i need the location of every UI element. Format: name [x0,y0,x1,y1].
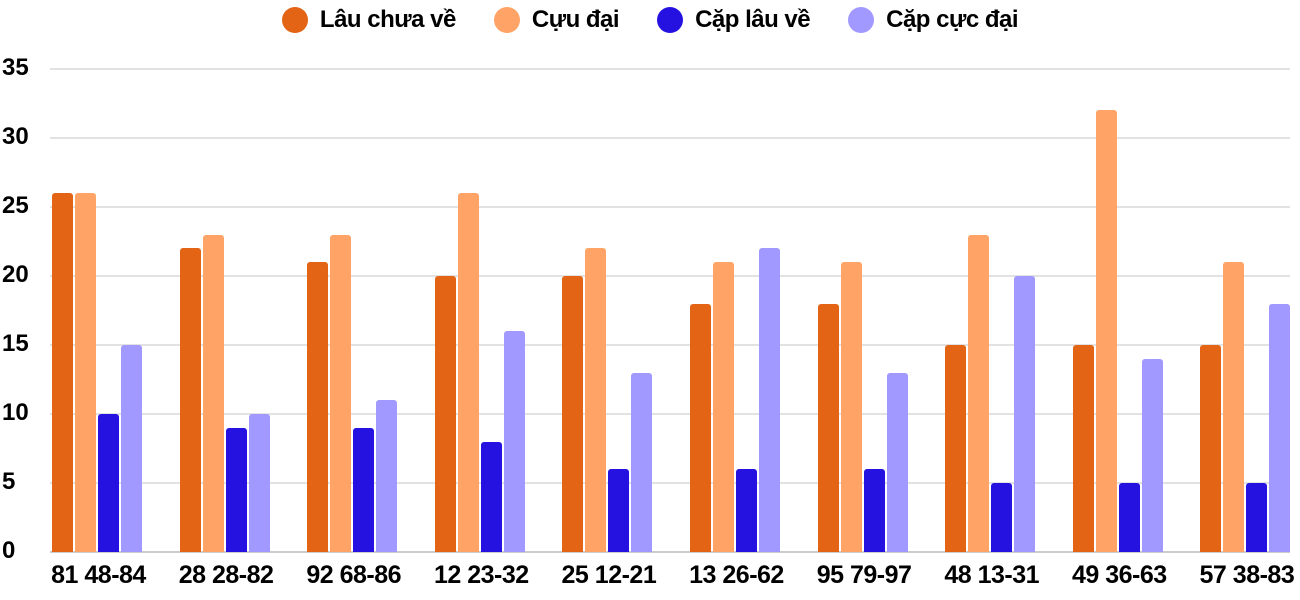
bar-cặp-lâu-về[interactable] [1118,483,1140,552]
bar-cặp-lâu-về[interactable] [608,469,630,552]
bar-cặp-lâu-về[interactable] [225,427,247,552]
y-axis-tick-label: 25 [2,192,29,219]
legend-swatch-icon [848,7,875,33]
legend-item-cuu-dai[interactable]: Cựu đại [493,6,620,34]
bar-cặp-cực-đại[interactable] [376,400,398,552]
bar-cặp-cực-đại[interactable] [503,331,525,552]
gridline [50,413,1290,415]
x-axis-tick-label: 49 36-63 [1071,561,1167,589]
y-axis-tick-label: 20 [2,261,29,288]
bar-cựu-đại[interactable] [1223,262,1245,552]
x-axis-tick-label: 48 13-31 [944,561,1040,589]
bar-lâu-chưa-về[interactable] [690,303,711,552]
bar-cặp-cực-đại[interactable] [631,372,653,552]
gridline [50,344,1290,346]
bar-cặp-lâu-về[interactable] [863,469,885,552]
gridline [50,482,1290,484]
bar-cựu-đại[interactable] [1095,110,1117,552]
x-axis-tick-label: 81 48-84 [51,561,146,589]
legend-swatch-icon [281,7,308,33]
gridline [50,275,1290,277]
bar-lâu-chưa-về[interactable] [52,193,73,552]
bar-cặp-cực-đại[interactable] [1014,276,1036,552]
bar-cựu-đại[interactable] [713,262,734,552]
bar-cựu-đại[interactable] [330,234,352,552]
x-axis-tick-label: 12 23-32 [433,561,529,589]
bar-cặp-cực-đại[interactable] [248,414,270,552]
legend-swatch-icon [657,7,684,33]
bar-lâu-chưa-về[interactable] [179,248,201,552]
legend-label: Cặp cực đại [886,6,1019,33]
bar-cặp-cực-đại[interactable] [1269,303,1291,552]
legend-swatch-icon [493,7,520,33]
legend-label: Cựu đại [531,6,620,33]
gridline [50,206,1290,208]
y-axis-tick-label: 15 [2,330,29,357]
y-axis-tick-label: 5 [2,468,16,495]
legend-item-cap-lau-ve[interactable]: Cặp lâu về [657,6,811,34]
x-axis-tick-label: 95 79-97 [816,561,912,589]
x-axis-tick-label: 25 12-21 [561,561,657,589]
bar-lâu-chưa-về[interactable] [817,303,839,552]
bar-lâu-chưa-về[interactable] [562,276,584,552]
bar-lâu-chưa-về[interactable] [434,276,456,552]
legend-label: Cặp lâu về [695,6,811,33]
bar-cặp-lâu-về[interactable] [1246,483,1268,552]
legend-label: Lâu chưa về [319,6,456,33]
bar-lâu-chưa-về[interactable] [1200,345,1222,552]
bar-cặp-lâu-về[interactable] [991,483,1013,552]
bar-cặp-cực-đại[interactable] [1141,358,1163,552]
bar-cặp-cực-đại[interactable] [121,345,142,552]
x-axis-tick-label: 57 38-83 [1199,561,1295,589]
y-axis-tick-label: 35 [2,54,29,81]
bar-cựu-đại[interactable] [202,234,224,552]
y-axis-tick-label: 30 [2,123,29,150]
bar-cặp-lâu-về[interactable] [736,469,757,552]
y-axis-tick-label: 10 [2,399,29,426]
x-axis-tick-label: 28 28-82 [178,561,274,589]
gridline [50,137,1290,139]
bar-cặp-lâu-về[interactable] [353,427,375,552]
bar-cặp-lâu-về[interactable] [98,414,119,552]
gridline [50,68,1290,70]
bar-lâu-chưa-về[interactable] [945,345,967,552]
bar-cặp-cực-đại[interactable] [759,248,780,552]
x-axis-tick-label: 13 26-62 [689,561,784,589]
y-axis-tick-label: 0 [2,537,16,564]
x-axis-tick-label: 92 68-86 [306,561,402,589]
bar-cặp-cực-đại[interactable] [886,372,908,552]
bar-cặp-lâu-về[interactable] [480,441,502,552]
legend-item-lau-chua-ve[interactable]: Lâu chưa về [281,6,456,34]
bar-cựu-đại[interactable] [585,248,607,552]
bar-lâu-chưa-về[interactable] [1072,345,1094,552]
bar-cựu-đại[interactable] [840,262,862,552]
bar-lâu-chưa-về[interactable] [307,262,329,552]
bar-cựu-đại[interactable] [457,193,479,552]
chart-legend: Lâu chưa về Cựu đại Cặp lâu về Cặp cực đ… [0,4,1300,36]
bar-cựu-đại[interactable] [968,234,990,552]
gridline [50,551,1290,553]
bar-cựu-đại[interactable] [75,193,96,552]
legend-item-cap-cuc-dai[interactable]: Cặp cực đại [848,6,1019,34]
